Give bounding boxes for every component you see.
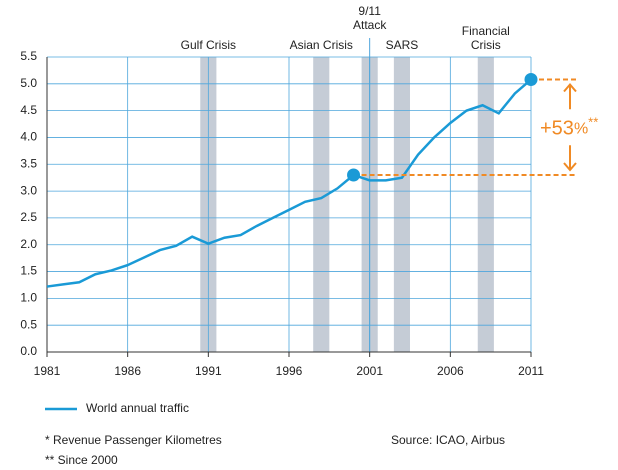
x-tick-label: 2011 xyxy=(518,364,544,378)
event-label: Gulf Crisis xyxy=(181,38,236,52)
legend-label: World annual traffic xyxy=(86,401,189,415)
change-note: ** xyxy=(588,115,598,130)
highlight-point xyxy=(524,73,538,87)
event-label: 9/11 xyxy=(358,4,381,18)
y-tick-label: 4.0 xyxy=(20,130,37,144)
event-label: Attack xyxy=(353,18,387,32)
y-tick-label: 5.0 xyxy=(20,76,37,90)
footnote: ** Since 2000 xyxy=(45,453,118,467)
x-tick-label: 2006 xyxy=(437,364,464,378)
highlight-point xyxy=(347,168,361,182)
event-label: SARS xyxy=(386,38,419,52)
arrow xyxy=(563,82,577,110)
change-value: +53 xyxy=(540,118,574,140)
source: Source: ICAO, Airbus xyxy=(391,433,505,447)
y-tick-label: 3.5 xyxy=(20,156,37,170)
y-tick-label: 0.5 xyxy=(20,317,37,331)
event-label: Financial xyxy=(462,24,510,38)
y-tick-label: 4.5 xyxy=(20,103,37,117)
x-tick-label: 2001 xyxy=(356,364,383,378)
y-tick-label: 1.5 xyxy=(20,264,37,278)
event-band xyxy=(477,57,494,352)
series-line xyxy=(46,78,532,288)
y-tick-label: 2.5 xyxy=(20,210,37,224)
arrow xyxy=(563,145,577,172)
x-tick-label: 1991 xyxy=(195,364,222,378)
y-tick-label: 0.0 xyxy=(20,344,37,358)
change-unit: % xyxy=(574,120,588,137)
x-tick-label: 1981 xyxy=(34,364,61,378)
x-tick-label: 1996 xyxy=(276,364,303,378)
event-label: Asian Crisis xyxy=(290,38,353,52)
footnote: * Revenue Passenger Kilometres xyxy=(45,433,222,447)
event-label: Crisis xyxy=(471,38,501,52)
x-tick-label: 1986 xyxy=(114,364,141,378)
y-tick-label: 3.0 xyxy=(20,183,37,197)
event-band xyxy=(393,57,410,352)
change-label: +53%** xyxy=(540,115,598,140)
y-tick-label: 5.5 xyxy=(20,49,37,63)
y-tick-label: 2.0 xyxy=(20,237,37,251)
event-band xyxy=(313,57,330,352)
y-tick-label: 1.0 xyxy=(20,291,37,305)
